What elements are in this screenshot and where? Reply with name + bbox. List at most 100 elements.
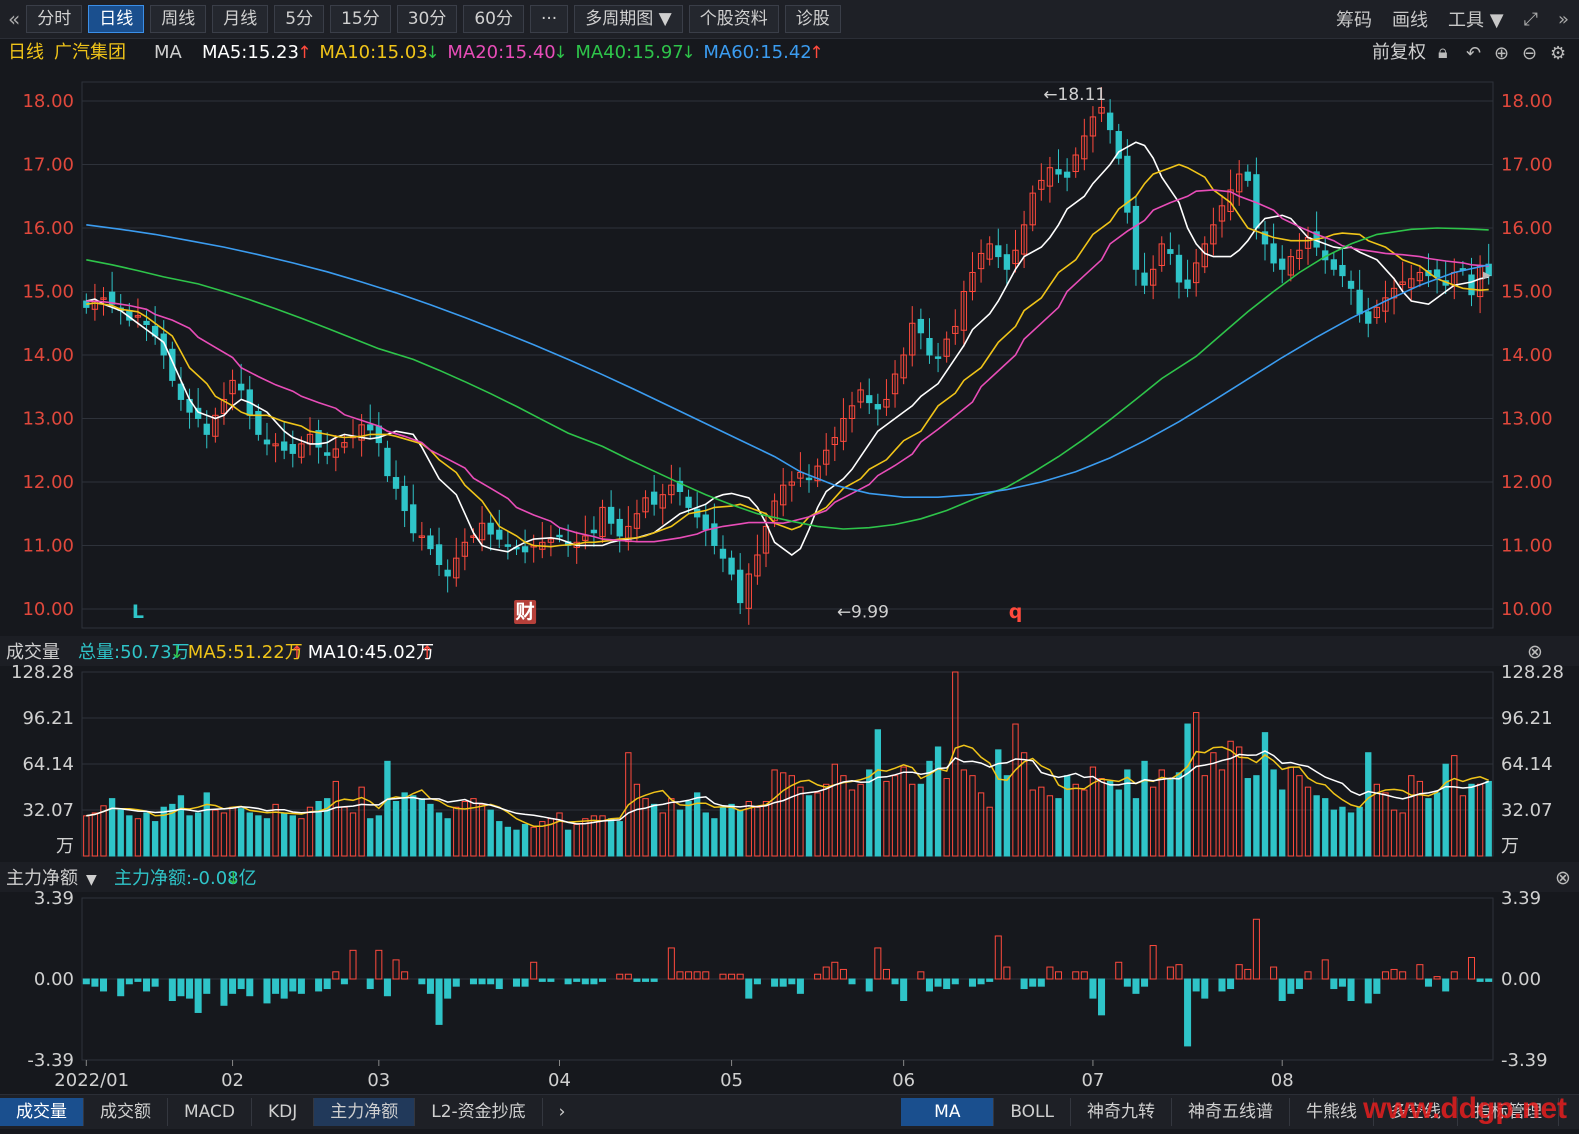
flow-bar [315,978,323,992]
flow-bar [1476,978,1484,982]
y-tick-right: 14.00 [1501,345,1553,366]
flow-bar [1175,964,1183,980]
volume-bar [616,821,623,857]
kline-chart[interactable]: 日线 广汽集团 MA 前复权 🔒︎ ↶ ⊕ ⊖ ⚙ MA5:15.23↑ MA10… [0,38,1579,1094]
tab-5min[interactable]: 5分 [274,5,325,33]
candle-body [995,245,1002,258]
volume-bar [367,818,374,857]
fullscreen-icon[interactable]: ⤢ [1523,8,1538,30]
volume-bar [1296,775,1303,857]
volume-bar [470,798,477,857]
volume-bar [840,775,847,857]
flow-bar [1003,966,1011,980]
flow-bar [444,978,452,999]
tab-fenshi[interactable]: 分时 [26,5,83,33]
volume-bar [263,818,271,857]
adjust-mode[interactable]: 前复权 [1372,42,1426,63]
tab-ma[interactable]: MA [901,1098,995,1126]
flow-bar [925,978,933,992]
flow-bar [1029,978,1037,987]
flow-bar [1330,978,1338,990]
flow-bar [1287,978,1295,994]
candle-body [1012,249,1019,265]
settings-icon[interactable]: ⚙ [1550,43,1566,64]
volume-bar [1365,752,1372,857]
tab-volume[interactable]: 成交量 [0,1098,84,1126]
zoom-out-icon[interactable]: ⊖ [1522,43,1537,64]
undo-icon[interactable]: ↶ [1466,43,1481,64]
flow-bar [1278,978,1286,1002]
multi-period-dropdown[interactable]: 多周期图 ▼ [574,5,683,33]
tab-bull-bear[interactable]: 牛熊线 [1290,1098,1374,1126]
price-pane: 18.00 18.00 17.00 17.00 16.00 16.00 15.00 15.00… [22,81,1553,629]
tab-long-short[interactable]: 多空线 [1374,1098,1458,1126]
volume-bar [332,780,339,857]
chips-button[interactable]: 筹码 [1336,10,1372,31]
candle-body [220,398,228,414]
tab-daily[interactable]: 日线 [88,5,145,33]
tab-weekly[interactable]: 周线 [150,5,207,33]
candle-body [384,447,391,477]
x-tick-label: 08 [1271,1070,1294,1091]
candle-body [315,430,322,448]
tab-macd[interactable]: MACD [168,1098,252,1126]
tab-l2-bottom[interactable]: L2-资金抄底 [415,1098,543,1126]
more-periods-button[interactable]: ··· [530,5,569,33]
collapse-icon[interactable]: » [1557,8,1569,30]
flow-bar [1390,968,1398,980]
flow-bar [1364,978,1372,1004]
zoom-in-icon[interactable]: ⊕ [1494,43,1509,64]
stock-info-button[interactable]: 个股资料 [688,5,779,33]
flow-bar [194,978,202,1013]
volume-bar [788,775,795,857]
volume-bar [934,746,942,857]
candle-body [1063,171,1071,178]
flow-bar [177,978,185,997]
flow-bar [487,978,495,985]
flow-bar [1020,978,1028,990]
tab-magic-nine[interactable]: 神奇九转 [1071,1098,1172,1126]
flow-bar [667,947,675,980]
volume-bar [1313,795,1320,857]
tools-dropdown[interactable]: 工具 ▼ [1448,10,1504,31]
draw-button[interactable]: 画线 [1392,10,1428,31]
close-pane-icon: ⊗ [1527,641,1543,663]
candle-body [341,442,348,448]
candle-body [926,337,933,356]
tab-magic-five[interactable]: 神奇五线谱 [1172,1098,1290,1126]
tab-kdj[interactable]: KDJ [252,1098,315,1126]
candle-body [1175,254,1183,283]
lock-icon[interactable]: 🔒︎ [1438,42,1448,63]
tab-30min[interactable]: 30分 [396,5,458,33]
volume-bar [461,800,469,857]
candle-body [212,414,219,437]
candle-body [435,544,443,566]
volume-bar [126,815,133,857]
y-tick-left: 0.00 [34,969,74,990]
volume-bar [375,815,382,857]
y-tick-left: 32.07 [22,800,74,821]
double-left-arrow-icon[interactable]: « [8,7,21,31]
candle-body [367,424,374,431]
indicator-manage-button[interactable]: 指标管理 [1458,1098,1559,1126]
candle-body [263,439,271,445]
tab-60min[interactable]: 60分 [463,5,524,33]
ma-line-ma40 [86,227,1489,530]
volume-bar [229,806,236,857]
volume-bar [814,792,821,857]
tab-boll[interactable]: BOLL [994,1098,1071,1126]
tab-mainforce[interactable]: 主力净额 [314,1098,416,1126]
volume-legend-1: MA5:51.22万 [188,642,303,663]
flow-bar [366,978,374,990]
tab-turnover[interactable]: 成交额 [84,1098,168,1126]
tab-15min[interactable]: 15分 [330,5,391,33]
flow-bar [237,978,245,990]
chevron-right-icon[interactable]: › [558,1102,566,1122]
candle-body [719,548,727,559]
tab-monthly[interactable]: 月线 [212,5,269,33]
diagnose-button[interactable]: 诊股 [784,5,841,33]
volume-bar [151,821,159,857]
flow-bar [977,978,985,985]
flow-bar [125,978,133,985]
x-tick-label: 05 [720,1070,743,1091]
